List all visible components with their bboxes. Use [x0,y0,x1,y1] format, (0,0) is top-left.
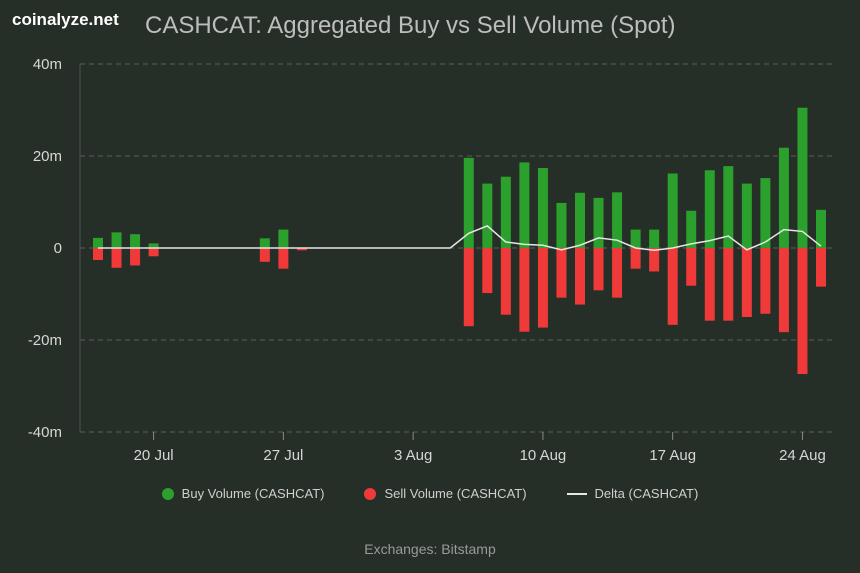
y-tick-label: 20m [33,148,62,165]
sell-volume-bar [630,248,641,269]
sell-volume-bar [296,248,307,251]
buy-volume-bar [575,192,585,248]
buy-volume-bar [593,197,604,248]
x-tick-label: 20 Jul [134,447,174,464]
legend-item-delta[interactable]: Delta (CASHCAT) [566,486,699,501]
sell-volume-bar [259,248,270,262]
legend-dot-sell [364,487,377,500]
sell-volume-bar [593,248,604,291]
legend-item-buy[interactable]: Buy Volume (CASHCAT) [161,486,325,501]
buy-volume-bar [649,229,660,248]
buy-volume-bar [500,176,511,248]
sell-volume-bar [667,248,678,325]
delta-line [98,225,822,252]
buy-volume-bar [537,167,548,248]
sell-volume-bar [93,248,103,260]
buy-volume-bar [741,183,752,248]
x-tick-label: 3 Aug [394,447,432,464]
sell-volume-bar [463,248,474,327]
y-tick-label: -20m [28,332,62,349]
legend-label-delta: Delta (CASHCAT) [594,486,699,501]
sell-volume-bar [649,248,660,272]
legend-dot-buy [161,487,174,500]
brand-logo: coinalyze.net [12,10,119,29]
buy-volume-bar [278,229,289,248]
sell-volume-bar [575,248,585,305]
y-tick-label: 0 [54,240,62,257]
y-tick-label: -40m [28,424,62,441]
buy-volume-bar [816,209,826,248]
sell-volume-bar [797,248,808,375]
buy-volume-bar [463,157,474,248]
legend: Buy Volume (CASHCAT) Sell Volume (CASHCA… [0,486,860,501]
chart-area: 40m 20m 0 -20m -40m 20 Jul 27 Jul 3 Aug 10 Aug 17… [28,56,832,464]
buy-volume-bar [519,162,530,248]
sell-volume-bar [686,248,697,286]
sell-volume-bar [760,248,771,314]
sell-volume-bar [723,248,734,321]
legend-line-delta [566,492,587,495]
buy-volume-bar [760,178,771,248]
buy-volume-bar [686,210,697,248]
sell-volume-bar [537,248,548,328]
sell-volume-bar [111,248,122,268]
chart-title: CASHCAT: Aggregated Buy vs Sell Volume (… [145,12,676,39]
buy-volume-bar [667,173,678,248]
buy-volume-bar [612,192,623,248]
x-tick-label: 17 Aug [649,447,696,464]
buy-volume-bar [778,147,789,248]
x-tick-label: 24 Aug [779,447,826,464]
sell-volume-bar [816,248,826,287]
sell-volume-bar [704,248,715,321]
buy-volume-bar [556,202,567,248]
y-tick-label: 40m [33,56,62,73]
buy-volume-bar [704,170,715,248]
buy-volume-bar [723,166,734,248]
sell-volume-bar [148,248,159,257]
sell-volume-bar [278,248,289,269]
buy-volume-bar [111,232,122,248]
sell-volume-bar [482,248,493,294]
buy-volume-bar [630,229,641,248]
sell-volume-bar [612,248,623,298]
buy-volume-bar [259,238,270,248]
buy-volume-bar [797,107,808,248]
legend-item-sell[interactable]: Sell Volume (CASHCAT) [364,486,527,501]
buy-volume-bar [130,234,141,248]
sell-volume-bar [556,248,567,298]
buy-volume-bar [93,237,103,248]
x-tick-label: 27 Jul [263,447,303,464]
sell-volume-bar [500,248,511,315]
exchanges-footer: Exchanges: Bitstamp [364,541,496,557]
sell-volume-bar [778,248,789,333]
legend-label-buy: Buy Volume (CASHCAT) [181,486,325,501]
sell-volume-bar [130,248,141,266]
sell-volume-bar [519,248,530,332]
legend-label-sell: Sell Volume (CASHCAT) [384,486,527,501]
sell-volume-bar [741,248,752,317]
buy-volume-bar [148,243,159,248]
x-tick-label: 10 Aug [520,447,567,464]
buy-volume-bar [482,183,493,248]
